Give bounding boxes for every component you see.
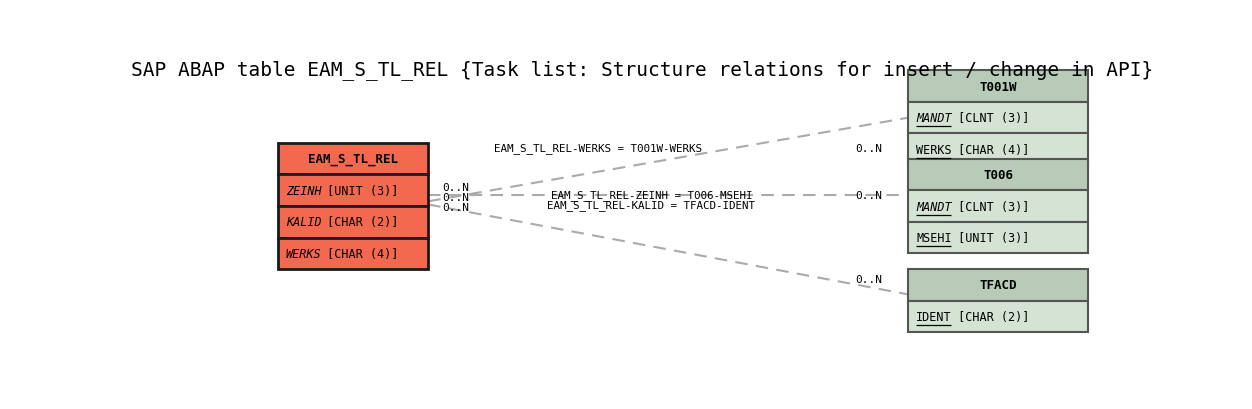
FancyBboxPatch shape [909, 301, 1088, 333]
Text: 0..N: 0..N [443, 183, 470, 193]
FancyBboxPatch shape [909, 134, 1088, 166]
Text: 0..N: 0..N [855, 143, 883, 153]
Text: [CHAR (2)]: [CHAR (2)] [952, 310, 1029, 323]
Text: [CHAR (4)]: [CHAR (4)] [321, 247, 399, 260]
FancyBboxPatch shape [278, 207, 428, 238]
FancyBboxPatch shape [909, 103, 1088, 134]
Text: [UNIT (3)]: [UNIT (3)] [952, 231, 1029, 245]
Text: ZEINH: ZEINH [285, 184, 322, 197]
FancyBboxPatch shape [278, 238, 428, 270]
Text: 0..N: 0..N [855, 191, 883, 200]
FancyBboxPatch shape [909, 270, 1088, 301]
Text: [CLNT (3)]: [CLNT (3)] [952, 112, 1029, 125]
Text: EAM_S_TL_REL-KALID = TFACD-IDENT: EAM_S_TL_REL-KALID = TFACD-IDENT [547, 200, 755, 210]
Text: [UNIT (3)]: [UNIT (3)] [321, 184, 399, 197]
Text: MANDT: MANDT [916, 200, 952, 213]
FancyBboxPatch shape [909, 191, 1088, 222]
FancyBboxPatch shape [909, 71, 1088, 103]
Text: 0..N: 0..N [443, 193, 470, 203]
Text: [CLNT (3)]: [CLNT (3)] [952, 200, 1029, 213]
Text: KALID: KALID [285, 216, 322, 229]
Text: EAM_S_TL_REL-WERKS = T001W-WERKS: EAM_S_TL_REL-WERKS = T001W-WERKS [495, 143, 702, 154]
Text: [CHAR (4)]: [CHAR (4)] [952, 144, 1029, 156]
Text: WERKS: WERKS [916, 144, 952, 156]
FancyBboxPatch shape [909, 159, 1088, 191]
Text: MSEHI: MSEHI [916, 231, 952, 245]
FancyBboxPatch shape [278, 144, 428, 175]
Text: T006: T006 [983, 169, 1013, 182]
Text: T001W: T001W [979, 81, 1017, 93]
Text: 0..N: 0..N [443, 203, 470, 213]
Text: EAM_S_TL_REL-ZEINH = T006-MSEHI: EAM_S_TL_REL-ZEINH = T006-MSEHI [551, 190, 752, 201]
Text: SAP ABAP table EAM_S_TL_REL {Task list: Structure relations for insert / change : SAP ABAP table EAM_S_TL_REL {Task list: … [130, 60, 1153, 80]
Text: IDENT: IDENT [916, 310, 952, 323]
FancyBboxPatch shape [278, 175, 428, 207]
Text: EAM_S_TL_REL: EAM_S_TL_REL [308, 153, 398, 166]
Text: WERKS: WERKS [285, 247, 322, 260]
FancyBboxPatch shape [909, 222, 1088, 254]
Text: TFACD: TFACD [979, 279, 1017, 292]
Text: MANDT: MANDT [916, 112, 952, 125]
Text: [CHAR (2)]: [CHAR (2)] [321, 216, 399, 229]
Text: 0..N: 0..N [855, 274, 883, 284]
